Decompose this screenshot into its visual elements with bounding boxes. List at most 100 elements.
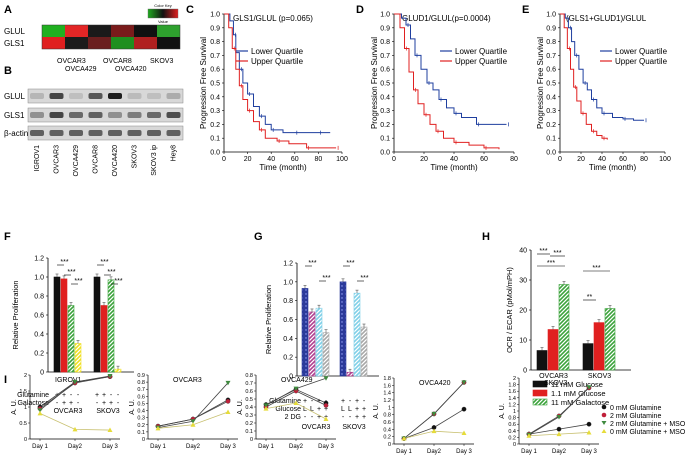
growth-y-tick-label: 0.9 [137,373,145,379]
condition-row-label: Glutamine [17,392,49,399]
condition-sign: - [311,414,314,421]
km-x-tick-label: 60 [480,156,488,163]
bar-group-label: OVCAR3 [539,373,568,380]
km-y-label: Progression Free Survival [370,37,379,129]
heatmap-col-label: OVCA420 [115,66,147,73]
growth-title: SKOV3 [544,380,567,387]
bar-y-tick-label: 40 [519,248,527,255]
growth-y-tick-label: 1.6 [508,389,516,395]
heatmap-cell [65,37,88,49]
growth-point [263,403,269,408]
heatmap-col-label: OVCAR3 [57,58,86,65]
growth-x-tick-label: Day2 [289,444,304,450]
panel-letter-I: I [4,374,7,386]
significance-stars: *** [100,259,108,266]
growth-point [556,414,562,420]
km-x-tick-label: 80 [315,156,323,163]
blot-lane-label: SKOV3 ip [151,145,158,176]
km-curve-upper [560,13,608,140]
growth-x-tick-label: Day2 [186,444,201,450]
condition-sign: + [355,398,359,405]
growth-y-tick-label: 0.5 [245,397,253,403]
blot-band [108,130,122,136]
condition-row-label: 2 DG [285,414,301,421]
legend-marker [601,404,607,410]
growth-y-tick-label: 0.8 [137,380,145,386]
km-y-tick-label: 0.2 [546,122,556,129]
growth-y-tick-label: 0.8 [383,413,391,419]
blot-band-label: β-actin [4,129,28,138]
bar-G-1 [346,371,354,377]
bar-F-0 [53,276,61,373]
km-y-tick-label: 0.4 [380,94,390,101]
blot-band [88,112,103,118]
heatmap-cell [157,25,180,37]
growth-x-tick-label: Day2 [552,449,567,455]
growth-y-tick-label: 0.6 [508,422,516,428]
condition-sign: L [310,406,314,413]
growth-point [190,422,196,427]
growth-x-tick-label: Day 3 [318,444,334,450]
blot-lane-label: OVCAR3 [54,145,61,174]
legend-label: 0 mM Glutamine + MSO [610,429,685,436]
condition-sign: - [117,392,120,399]
growth-x-tick-label: Day 1 [396,449,412,455]
condition-sign: + [317,414,321,421]
condition-sign: + [303,398,307,405]
km-y-label: Progression Free Survival [536,37,545,129]
bar-H-0 [582,343,594,371]
growth-y-tick-label: 1 [513,409,516,415]
km-y-tick-label: 0.0 [546,150,556,157]
growth-y-tick-label: 2 [513,376,516,382]
growth-y-tick-label: 0.8 [245,373,253,379]
bar-group-label: OVCAR3 [54,408,83,415]
growth-y-tick-label: 0.1 [137,430,145,436]
blot-band [69,112,83,118]
blot-band-label: GLUL [4,92,25,101]
km-curve-upper [224,13,337,149]
growth-y-tick-label: 0.2 [383,435,391,441]
km-x-tick-label: 20 [420,156,428,163]
blot-band [108,93,122,99]
bar-y-tick-label: 0 [523,368,527,375]
bar-G-1 [308,311,316,377]
bar-y-tick-label: 0.8 [283,298,293,305]
bar-F-2 [107,279,115,373]
growth-y-tick-label: 1.8 [508,383,516,389]
condition-sign: + [109,400,113,407]
blot-band [147,130,161,136]
growth-point [526,433,532,438]
significance-stars: *** [74,278,82,285]
growth-point [225,409,231,414]
panel-letter-C: C [186,4,194,16]
km-y-tick-label: 0.8 [380,39,390,46]
bar-y-tick-label: 1.2 [34,256,44,263]
significance-stars: *** [67,269,75,276]
heatmap-cell [88,25,111,37]
growth-y-tick-label: 0 [250,437,253,443]
blot-band [147,93,161,99]
blot-lane-label: IGROV1 [34,145,41,172]
condition-sign: + [362,406,366,413]
condition-sign: - [96,400,99,407]
km-y-tick-label: 0.3 [546,108,556,115]
km-y-tick-label: 0.4 [210,94,220,101]
growth-y-tick-label: 1.4 [508,396,516,402]
growth-point [586,429,592,435]
condition-sign: L [303,406,307,413]
growth-point [107,373,113,379]
blot-lane-label: SKOV3 [132,145,139,168]
condition-sign: - [349,414,352,421]
blot-band [49,130,64,136]
bar-F-3 [74,343,82,373]
km-x-label: Time (month) [589,163,637,172]
growth-y-tick-label: 0 [24,437,27,443]
bar-y-label: OCR / ECAR (pMol/mPH) [505,267,514,353]
growth-y-tick-label: 0.6 [137,394,145,400]
km-y-tick-label: 0.6 [546,67,556,74]
growth-y-tick-label: 0 [388,442,391,448]
growth-x-tick-label: Day2 [427,449,442,455]
bar-H-1 [547,329,559,371]
bar-G-0 [339,281,347,377]
growth-x-tick-label: Day 3 [581,449,597,455]
